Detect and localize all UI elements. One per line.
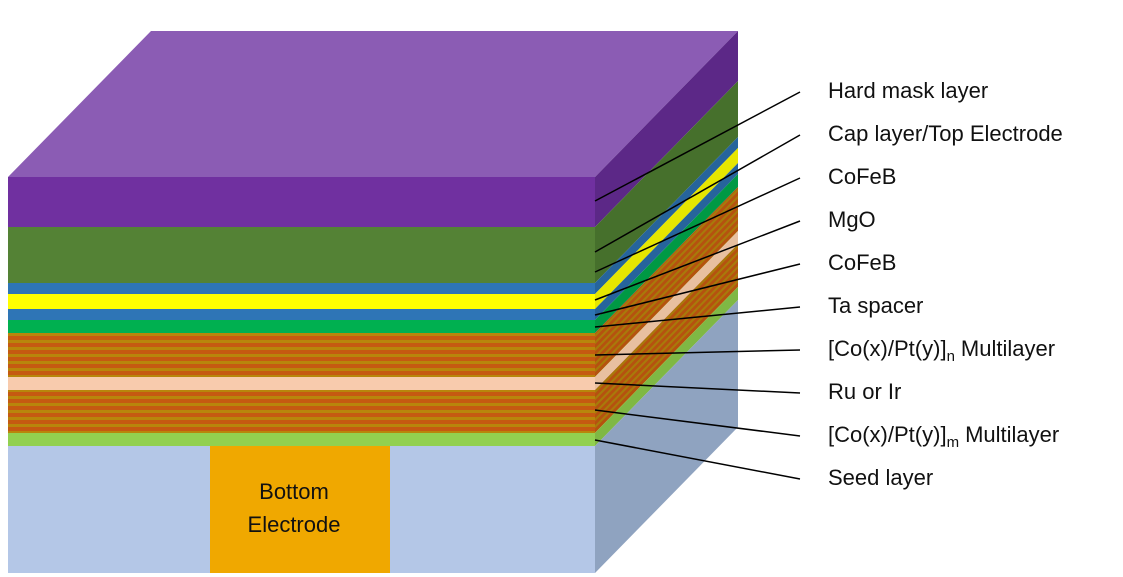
layer-front bbox=[8, 177, 595, 227]
layer-front bbox=[8, 390, 595, 433]
leader-line bbox=[594, 263, 801, 316]
layer-front bbox=[8, 433, 595, 446]
layer-front bbox=[8, 309, 595, 320]
bottom-electrode-label: Electrode bbox=[248, 512, 341, 537]
layer-label: [Co(x)/Pt(y)]n Multilayer bbox=[828, 336, 1055, 365]
labels: Hard mask layer Cap layer/Top Electrode Co… bbox=[594, 78, 1063, 490]
layer-front bbox=[8, 294, 595, 309]
leader-line bbox=[594, 177, 801, 273]
layer-stack bbox=[8, 31, 738, 573]
bottom-electrode bbox=[210, 446, 390, 573]
layer-side bbox=[595, 163, 738, 320]
leader-line bbox=[594, 382, 801, 394]
label-subscript: m bbox=[947, 434, 960, 451]
layer-label: CoFeB bbox=[828, 250, 896, 275]
layer-front bbox=[8, 377, 595, 390]
layer-side bbox=[595, 31, 738, 227]
bottom-electrode-label: Bottom bbox=[259, 479, 329, 504]
leader-line bbox=[594, 220, 801, 301]
layer-side bbox=[595, 81, 738, 283]
label-part: [Co(x)/Pt(y)] bbox=[828, 336, 947, 361]
layer-label: Ta spacer bbox=[828, 293, 923, 318]
leader-line bbox=[594, 439, 801, 480]
leader-line bbox=[594, 306, 801, 328]
layer-side bbox=[595, 148, 738, 309]
layer-label: MgO bbox=[828, 207, 876, 232]
layer-label: Ru or Ir bbox=[828, 379, 901, 404]
layer-label: CoFeB bbox=[828, 164, 896, 189]
layer-label: Cap layer/Top Electrode bbox=[828, 121, 1063, 146]
layer-label: [Co(x)/Pt(y)]m Multilayer bbox=[828, 422, 1059, 451]
layer-label: Hard mask layer bbox=[828, 78, 988, 103]
layer-side bbox=[595, 187, 738, 377]
top-face bbox=[8, 31, 738, 177]
layer-side bbox=[595, 174, 738, 333]
leader-line bbox=[594, 409, 801, 437]
layer-side bbox=[595, 287, 738, 446]
layer-side bbox=[595, 231, 738, 390]
layer-side bbox=[595, 300, 738, 573]
layer-label: Seed layer bbox=[828, 465, 933, 490]
label-part: [Co(x)/Pt(y)] bbox=[828, 422, 947, 447]
label-subscript: n bbox=[947, 348, 955, 365]
layer-front bbox=[8, 283, 595, 294]
layer-side bbox=[595, 244, 738, 433]
layer-side bbox=[595, 137, 738, 294]
leader-line bbox=[594, 349, 801, 356]
leader-line bbox=[594, 134, 801, 253]
layer-front bbox=[8, 333, 595, 377]
label-part: Multilayer bbox=[965, 422, 1059, 447]
layer-front bbox=[8, 227, 595, 283]
layer-front bbox=[8, 320, 595, 333]
label-part: Multilayer bbox=[961, 336, 1055, 361]
leader-line bbox=[594, 91, 801, 202]
